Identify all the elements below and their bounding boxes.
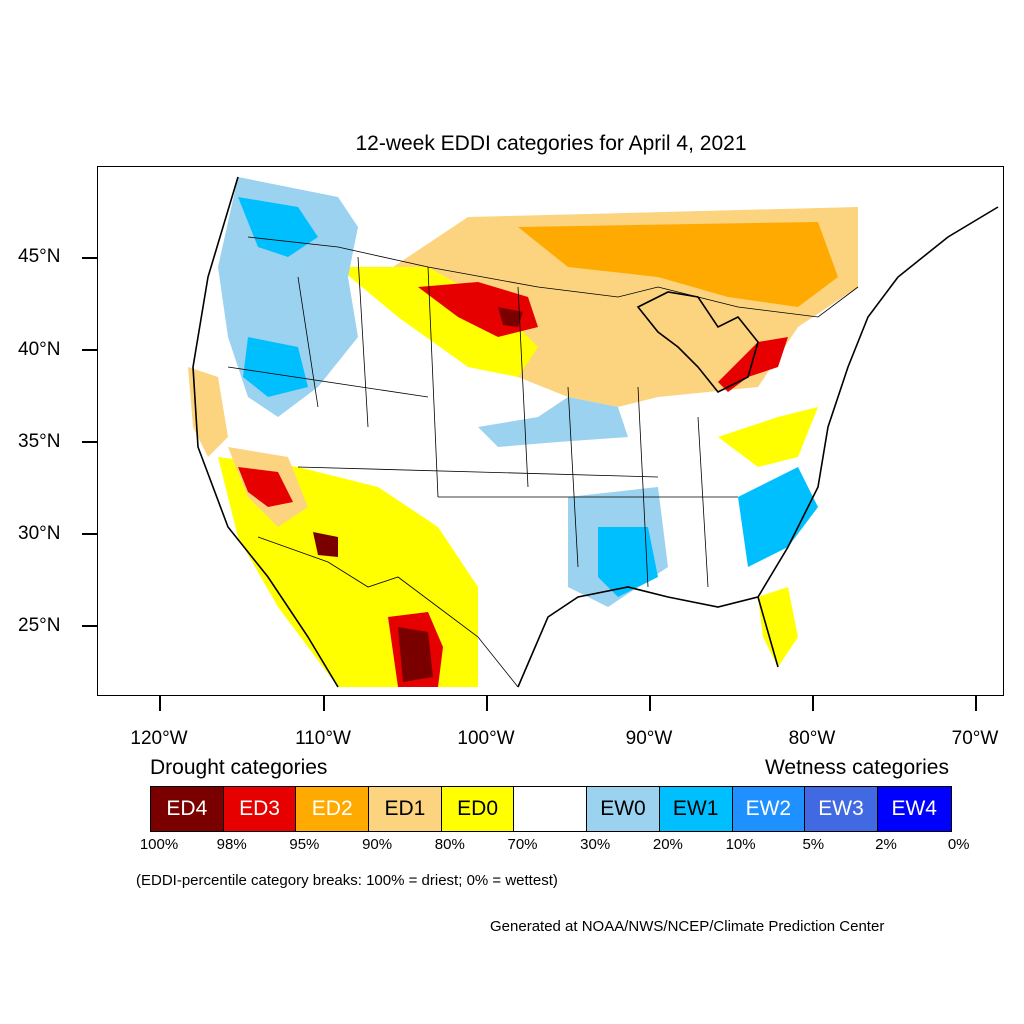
- wetness-heading: Wetness categories: [764, 756, 949, 779]
- eddi-map: [97, 166, 1004, 696]
- x-tick: [812, 696, 814, 711]
- coastline-gulf: [517, 586, 779, 688]
- region-ew1-carolina: [738, 467, 818, 567]
- region-ew1-northwest: [238, 197, 318, 257]
- x-tick: [323, 696, 325, 711]
- y-tick: [82, 349, 97, 351]
- legend-cell-ed1: ED1: [369, 787, 442, 831]
- legend-break-label: 30%: [580, 836, 611, 853]
- region-ed4-arizona: [313, 532, 338, 557]
- legend-cell-ew2: EW2: [732, 787, 806, 831]
- us-mexico-border: [257, 536, 519, 688]
- region-ed3-southwest: [238, 467, 293, 507]
- legend-break-label: 98%: [216, 836, 247, 853]
- x-tick: [159, 696, 161, 711]
- y-tick: [82, 533, 97, 535]
- x-tick: [649, 696, 651, 711]
- x-tick-label-90w: 90°W: [625, 728, 673, 749]
- region-ew1-nevada: [243, 337, 308, 397]
- y-tick: [82, 441, 97, 443]
- x-tick-label-110w: 110°W: [295, 728, 351, 749]
- legend-break-label: 90%: [362, 836, 393, 853]
- legend-cell-ed3: ED3: [223, 787, 297, 831]
- legend-cell-neutral: [514, 787, 588, 831]
- x-tick: [486, 696, 488, 711]
- map-title: 12-week EDDI categories for April 4, 202…: [355, 132, 747, 155]
- legend-cell-ew1: EW1: [659, 787, 733, 831]
- category-note: (EDDI-percentile category breaks: 100% =…: [136, 872, 558, 889]
- region-ed0-north: [338, 267, 538, 377]
- x-tick-label-80w: 80°W: [788, 728, 836, 749]
- legend-break-label: 10%: [725, 836, 756, 853]
- y-tick-label-35: 35°N: [18, 431, 61, 452]
- legend-cell-ew3: EW3: [805, 787, 878, 831]
- legend-break-label: 95%: [289, 836, 320, 853]
- great-lakes: [636, 291, 759, 394]
- coastline-east: [757, 206, 999, 598]
- region-ew0-midwest: [478, 397, 628, 447]
- legend-cell-ew0: EW0: [587, 787, 660, 831]
- boundaries: [192, 176, 999, 688]
- legend-break-label: 5%: [802, 836, 825, 853]
- legend-bar: ED4 ED3 ED2 ED1 ED0 EW0 EW1 EW2 EW3 EW4: [150, 786, 952, 832]
- legend-cell-ed0: ED0: [441, 787, 515, 831]
- legend-cell-ed2: ED2: [296, 787, 370, 831]
- region-ew1-southeast: [598, 527, 658, 597]
- y-tick-label-45: 45°N: [18, 246, 61, 267]
- region-ed2-north: [518, 222, 838, 307]
- region-ed4-mexico: [398, 627, 433, 682]
- map-canvas: [188, 167, 999, 688]
- x-tick-label-100w: 100°W: [457, 728, 515, 749]
- y-tick: [82, 257, 97, 259]
- x-tick: [975, 696, 977, 711]
- legend-break-label: 0%: [947, 836, 970, 853]
- region-ed0-florida: [758, 587, 798, 667]
- legend-break-label: 2%: [875, 836, 897, 853]
- legend-cell-ed4: ED4: [151, 787, 224, 831]
- y-tick-label-40: 40°N: [18, 339, 61, 360]
- region-ed0-east: [718, 407, 818, 467]
- legend-break-label: 80%: [434, 836, 465, 853]
- state-lines: [227, 256, 738, 588]
- legend-break-label: 70%: [507, 836, 538, 853]
- drought-heading: Drought categories: [150, 756, 328, 779]
- y-tick-label-30: 30°N: [18, 523, 61, 544]
- legend-break-label: 100%: [139, 836, 179, 853]
- x-tick-label-120w: 120°W: [130, 728, 188, 749]
- coastline-west: [192, 176, 339, 688]
- legend-break-label: 20%: [652, 836, 683, 853]
- us-canada-border: [247, 236, 859, 318]
- region-ed4-dakota: [498, 307, 523, 327]
- credit-line: Generated at NOAA/NWS/NCEP/Climate Predi…: [490, 918, 885, 935]
- legend-cell-ew4: EW4: [877, 787, 951, 831]
- y-tick: [82, 625, 97, 627]
- y-tick-label-25: 25°N: [18, 615, 61, 636]
- x-tick-label-70w: 70°W: [951, 728, 999, 749]
- region-ed3-lakes: [718, 337, 788, 392]
